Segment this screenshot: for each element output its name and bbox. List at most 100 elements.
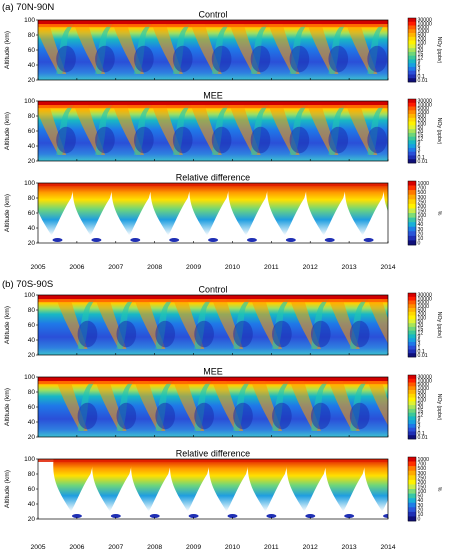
colorbar-frame (407, 456, 417, 522)
low-core (56, 45, 76, 73)
colorbar-swatch (408, 416, 416, 421)
colorbar-tick-label: 500 (418, 466, 427, 472)
colorbar: 3000010000500010005002001005020151296310… (407, 375, 442, 441)
low-blob (188, 514, 199, 518)
colorbar-tick-label: 30 (418, 503, 424, 509)
y-tick-label: 60 (28, 486, 36, 493)
colorbar-swatch (408, 70, 416, 75)
x-tick-label: 2011 (264, 544, 279, 550)
colorbar-swatch (408, 121, 416, 126)
colorbar-label: NOy (ppbv) (436, 37, 442, 64)
colorbar-tick-label: 9 (418, 59, 421, 65)
colorbar-tick-label: 150 (418, 209, 427, 215)
colorbar-tick-label: 500 (418, 390, 427, 396)
colorbar-tick-label: 9 (418, 416, 421, 422)
relative-difference-tongue (228, 183, 270, 236)
colorbar-swatch (408, 235, 416, 241)
panel-title: MEE (203, 367, 223, 377)
colorbar-tick-label: 12 (418, 136, 424, 142)
colorbar-tick-label: 500 (418, 190, 427, 196)
colorbar-label: NOy (ppbv) (436, 118, 442, 145)
colorbar-swatch (408, 78, 416, 83)
relative-difference-tongue (364, 459, 388, 512)
colorbar-tick-label: 700 (418, 186, 427, 192)
low-blob (363, 238, 374, 242)
colorbar-tick-label: 3 (418, 342, 421, 348)
colorbar-tick-label: 0.01 (418, 353, 428, 359)
colorbar-swatch (408, 423, 416, 429)
y-axis-label: Altitude (km) (4, 470, 11, 508)
colorbar-tick-label: 30000 (418, 18, 433, 24)
colorbar-tick-label: 250 (418, 475, 427, 481)
colorbar-tick-label: 50 (418, 319, 424, 325)
heatmap-field (38, 459, 432, 519)
colorbar-tick-label: 1 (418, 151, 421, 157)
y-axis-label: Altitude (km) (4, 194, 11, 232)
y-tick-label: 100 (24, 456, 35, 463)
low-blob (422, 514, 432, 518)
colorbar-tick-label: 0.1 (418, 155, 425, 161)
colorbar-swatch (408, 466, 416, 472)
x-tick-label: 2008 (147, 544, 162, 550)
y-tick-label: 80 (28, 113, 36, 120)
colorbar-tick-label: 40 (418, 222, 424, 228)
colorbar-tick-label: 300 (418, 471, 427, 477)
top-band (38, 377, 388, 381)
heatmap-field (38, 377, 407, 437)
x-tick-label: 2009 (186, 544, 201, 550)
colorbar-tick-label: 500 (418, 114, 427, 120)
colorbar-swatch (408, 181, 416, 186)
colorbar-swatch (408, 330, 416, 335)
colorbar-swatch (408, 341, 416, 347)
colorbar-swatch (408, 203, 416, 209)
colorbar-swatch (408, 293, 416, 298)
low-blob (52, 238, 63, 242)
cyan-band (389, 380, 407, 431)
low-blob (227, 514, 238, 518)
colorbar-swatch (408, 345, 416, 350)
x-tick-label: 2014 (380, 544, 395, 550)
colorbar-swatch (408, 208, 416, 214)
heatmap-panel: Relative difference 20 40 60 80 100 Altitude (… (4, 173, 389, 247)
panel-title: MEE (203, 91, 223, 101)
colorbar-frame (407, 98, 417, 164)
y-tick-label: 20 (28, 158, 36, 165)
low-core (328, 45, 349, 73)
colorbar-swatch (408, 296, 416, 301)
colorbar-tick-label: 9 (418, 334, 421, 340)
x-tick-label: 2009 (186, 264, 201, 271)
colorbar-tick-label: 100 (418, 213, 427, 219)
low-core (95, 45, 115, 73)
panel-title: Control (198, 285, 227, 295)
relative-difference-tongue (111, 183, 153, 236)
relative-difference-tongue (208, 459, 251, 512)
colorbar-swatch (408, 382, 416, 387)
colorbar-swatch (408, 222, 416, 228)
low-core (310, 402, 331, 430)
colorbar-tick-label: 20 (418, 48, 424, 54)
heatmap-field (38, 101, 388, 161)
top-band (38, 20, 388, 24)
low-blob (110, 514, 121, 518)
low-blob (246, 238, 257, 242)
low-core (272, 402, 292, 430)
y-tick-label: 60 (28, 128, 36, 135)
colorbar-swatch (408, 408, 416, 413)
colorbar-tick-label: 200 (418, 37, 427, 43)
colorbar-tick-label: 5000 (418, 382, 430, 388)
colorbar-swatch (408, 33, 416, 38)
colorbar-swatch (408, 484, 416, 490)
colorbar-swatch (408, 353, 416, 358)
relative-difference-tongue (131, 459, 173, 512)
y-tick-label: 60 (28, 47, 36, 54)
colorbar-swatch (408, 231, 416, 237)
colorbar-swatch (408, 390, 416, 395)
colorbar-tick-label: 100 (418, 397, 427, 403)
colorbar-tick-label: 10000 (418, 378, 433, 384)
colorbar-tick-label: 6 (418, 144, 421, 150)
low-core (116, 320, 137, 348)
background-field (38, 377, 388, 437)
colorbar-swatch (408, 99, 416, 104)
colorbar-swatch (408, 349, 416, 354)
